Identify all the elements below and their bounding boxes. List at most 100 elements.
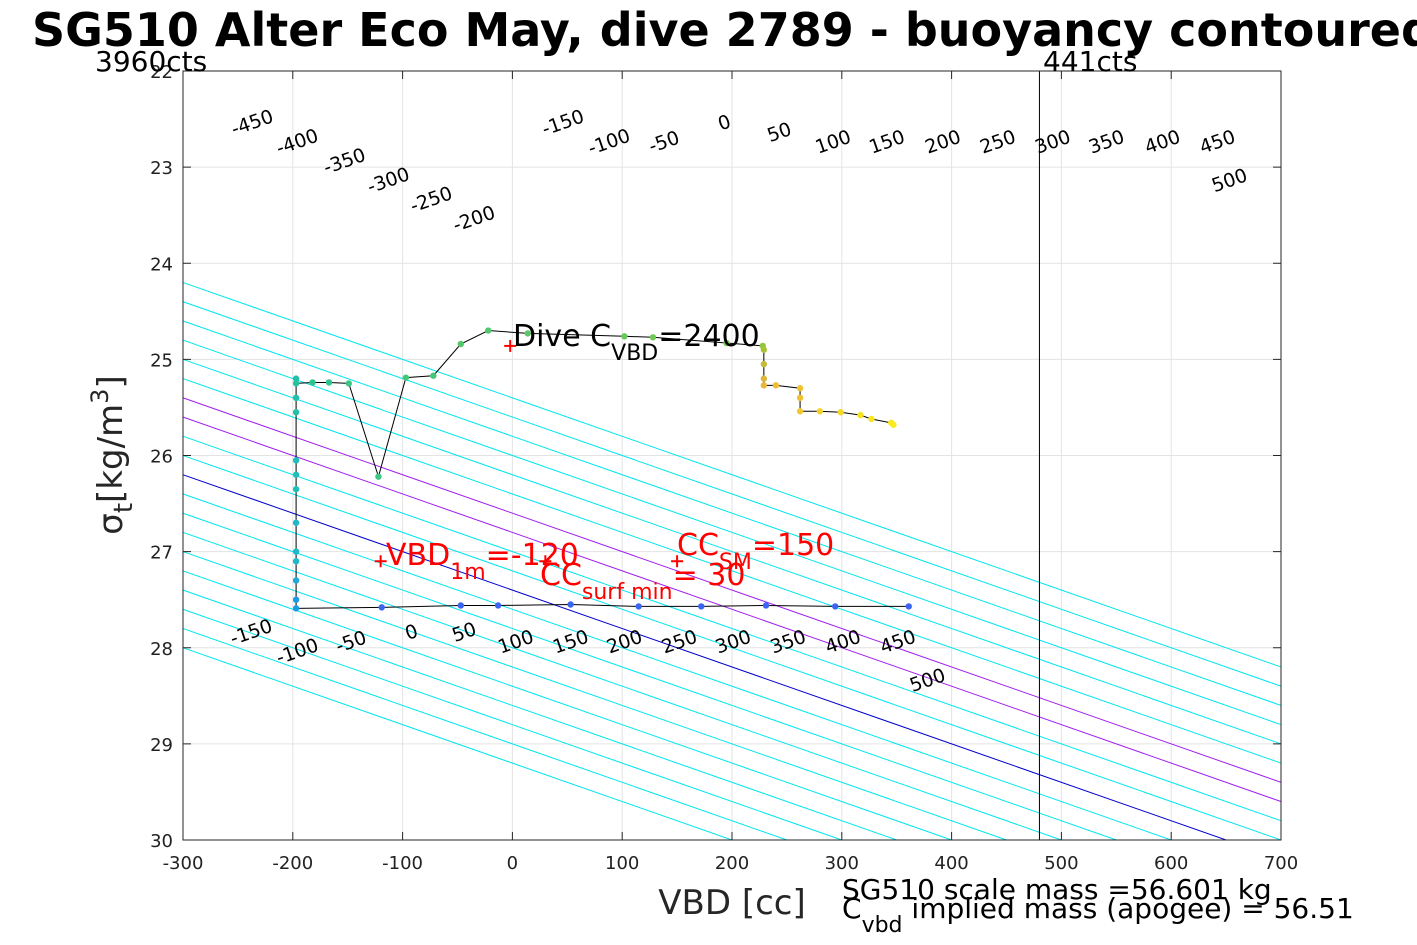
dive-track-point xyxy=(760,360,768,368)
y-label-units: [kg/m xyxy=(91,404,131,503)
contour-line xyxy=(183,416,1281,803)
dive-track-point xyxy=(857,411,864,419)
y-tick-label: 25 xyxy=(150,350,173,371)
dive-track-point xyxy=(837,409,844,416)
chart-title: SG510 Alter Eco May, dive 2789 - buoyanc… xyxy=(32,3,1417,57)
x-tick-label: -200 xyxy=(272,853,313,874)
dive-track-point xyxy=(760,346,768,353)
dive-track-point xyxy=(890,421,897,428)
x-tick-label: 500 xyxy=(1044,853,1078,874)
x-tick-label: 400 xyxy=(934,853,968,874)
top-right-count-label: 441cts xyxy=(1043,45,1137,78)
vbd-1m-marker xyxy=(374,555,387,568)
dive-track-point xyxy=(292,471,300,478)
dive-track-point xyxy=(292,485,300,493)
contour-line xyxy=(183,627,788,840)
dive-track-point xyxy=(430,372,437,379)
dive-track-point xyxy=(567,601,574,608)
dive-track-point xyxy=(292,457,300,464)
contour-line xyxy=(183,570,952,840)
y-tick-label: 27 xyxy=(150,543,173,564)
implied-mass-text: Cvbd implied mass (apogee) = 56.51 xyxy=(842,892,1354,938)
cc-sm-annotation: CCSM=150 xyxy=(677,528,834,575)
y-label-sub: t xyxy=(109,503,139,513)
contour-line xyxy=(183,320,1281,706)
x-axis-ticks: -300 -200 -100 0 100 200 300 400 500 600 700 xyxy=(163,71,1298,874)
dive-track-point xyxy=(292,519,300,526)
cc-surf-min-marker xyxy=(539,555,552,568)
dive-track-point xyxy=(292,394,300,402)
dive-track-point xyxy=(796,408,804,415)
dive-track-point xyxy=(292,577,300,584)
dive-track-point xyxy=(292,596,300,603)
x-tick-label: 600 xyxy=(1154,853,1188,874)
dive-track xyxy=(292,327,912,612)
contour-line xyxy=(183,512,1117,840)
dive-track-point xyxy=(292,548,300,555)
dive-track-point xyxy=(325,379,333,386)
dive-cvbd-annotation: Dive CVBD=2400 xyxy=(513,319,760,366)
buoyancy-contours xyxy=(183,281,1281,840)
x-axis-label: VBD [cc] xyxy=(658,883,806,923)
dive-track-point xyxy=(796,385,804,392)
dive-track-point xyxy=(760,382,768,389)
dive-track-point xyxy=(635,603,642,610)
contour-line xyxy=(183,647,733,840)
dive-track-point xyxy=(292,375,300,382)
dive-track-point xyxy=(816,408,824,415)
x-tick-label: -300 xyxy=(163,853,204,874)
dive-track-point xyxy=(905,603,912,610)
dive-track-point xyxy=(649,334,657,341)
contour-line xyxy=(183,589,897,840)
y-label-units-sup: 3 xyxy=(86,389,114,404)
contour-line xyxy=(183,358,1281,745)
x-tick-label: 100 xyxy=(605,853,639,874)
y-tick-label: 26 xyxy=(150,447,173,468)
dive-track-point xyxy=(494,602,502,609)
y-tick-label: 23 xyxy=(150,158,173,179)
contour-line xyxy=(183,435,1281,822)
x-tick-label: 0 xyxy=(507,853,518,874)
dive-track-point xyxy=(723,339,730,347)
dive-track-point xyxy=(375,473,382,480)
dive-track-point xyxy=(457,602,464,609)
y-label-sigma: σ xyxy=(91,513,131,535)
dive-track-point xyxy=(796,394,804,402)
y-tick-label: 29 xyxy=(150,735,173,756)
cc-sm-marker xyxy=(671,555,684,568)
svg-text:σt[kg/m3]: σt[kg/m3] xyxy=(86,375,139,534)
y-tick-label: 22 xyxy=(150,62,173,83)
dive-track-point xyxy=(292,605,300,612)
dive-track-point xyxy=(378,604,385,611)
contour-line xyxy=(183,339,1281,726)
y-label-units-close: ] xyxy=(91,375,131,388)
dive-track-point xyxy=(832,603,839,610)
top-left-count-label: 3960cts xyxy=(95,45,207,78)
dive-track-point xyxy=(309,379,316,386)
dive-track-point xyxy=(345,380,352,387)
dive-track-point xyxy=(621,333,628,340)
red-markers xyxy=(374,339,684,568)
contour-line xyxy=(183,531,1062,840)
x-tick-label: 700 xyxy=(1264,853,1298,874)
contour-line xyxy=(183,608,842,840)
dive-track-point xyxy=(868,415,875,423)
dive-track-point xyxy=(762,602,770,609)
contour-line xyxy=(183,397,1281,783)
y-tick-label: 30 xyxy=(150,831,173,852)
contour-line xyxy=(183,454,1281,840)
dive-track-point xyxy=(698,603,705,610)
dive-track-point xyxy=(485,327,492,334)
y-axis-label: σt[kg/m3] xyxy=(86,375,139,534)
y-axis-ticks: 22 23 24 25 26 27 28 29 30 xyxy=(150,62,1281,852)
contour-line xyxy=(183,301,1281,687)
cc-surf-min-annotation: CCsurf min= 30 xyxy=(540,558,745,605)
contour-line xyxy=(183,378,1281,764)
y-tick-label: 28 xyxy=(150,639,173,660)
dive-track-point xyxy=(457,340,464,348)
x-tick-label: -100 xyxy=(382,853,423,874)
dive-cvbd-marker xyxy=(504,339,517,352)
contour-line xyxy=(183,493,1172,840)
contour-line xyxy=(183,281,1281,668)
